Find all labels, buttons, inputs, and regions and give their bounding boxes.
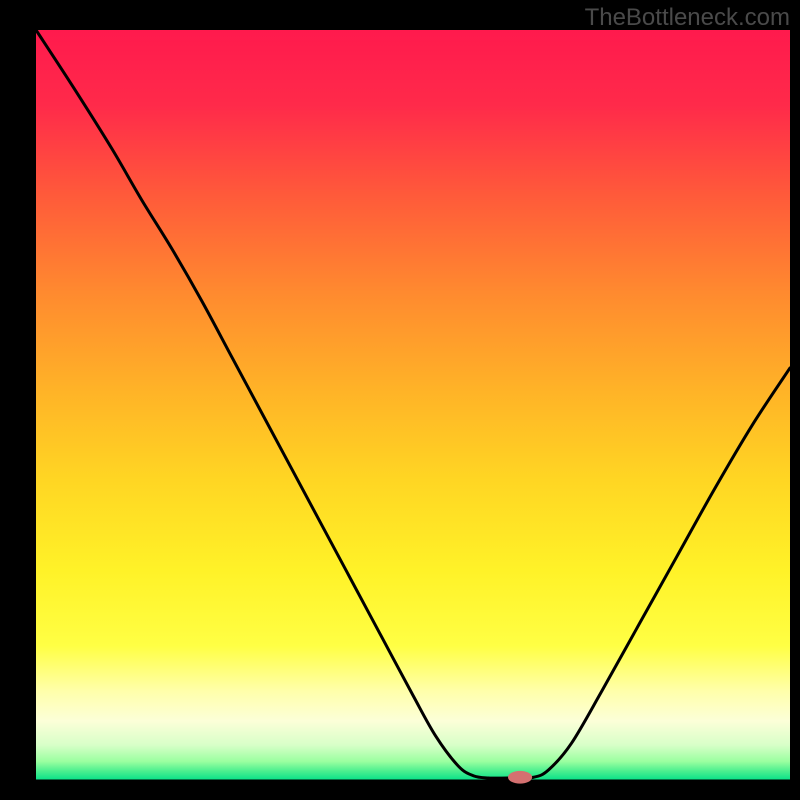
optimal-point-marker [508, 771, 532, 784]
plot-background [36, 30, 790, 781]
bottleneck-chart [0, 0, 800, 800]
chart-container: TheBottleneck.com [0, 0, 800, 800]
